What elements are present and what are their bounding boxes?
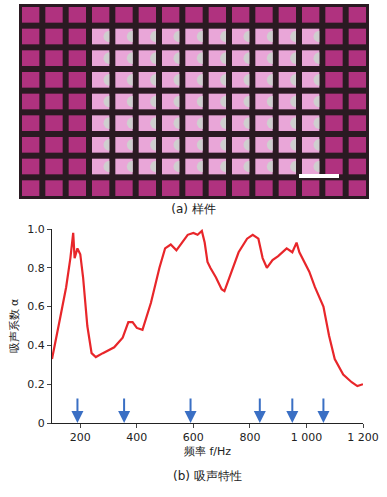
svg-text:0.2: 0.2 (27, 378, 45, 391)
svg-text:400: 400 (126, 431, 147, 444)
svg-text:200: 200 (70, 431, 91, 444)
svg-text:0.6: 0.6 (27, 300, 45, 313)
html-text:(a) 样件: (a) 样件 (171, 202, 216, 216)
svg-text:1 000: 1 000 (291, 431, 323, 444)
svg-text:600: 600 (183, 431, 204, 444)
svg-text:0.8: 0.8 (27, 262, 45, 275)
svg-text:(b) 吸声特性: (b) 吸声特性 (173, 469, 242, 483)
svg-text:0.4: 0.4 (27, 339, 45, 352)
svg-text:800: 800 (239, 431, 260, 444)
svg-text:频率 f/Hz: 频率 f/Hz (184, 445, 231, 458)
svg-text:吸声系数 α: 吸声系数 α (8, 299, 21, 354)
svg-text:1.0: 1.0 (27, 223, 45, 236)
svg-text:0: 0 (38, 417, 45, 430)
svg-text:1 200: 1 200 (347, 431, 379, 444)
